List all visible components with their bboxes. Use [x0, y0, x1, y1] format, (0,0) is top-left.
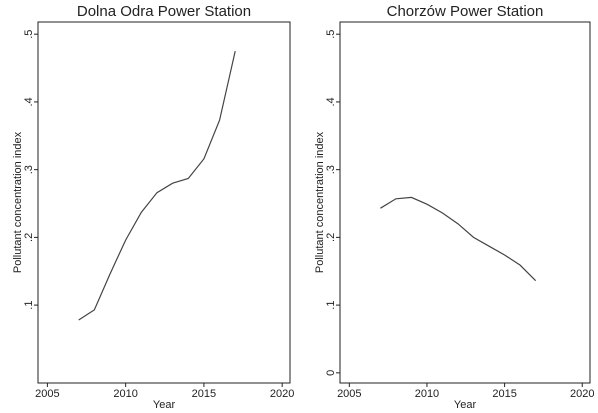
chart-title: Chorzów Power Station: [387, 3, 544, 20]
y-tick-label: .1: [23, 301, 35, 310]
x-tick-label: 2010: [415, 388, 439, 400]
y-axis-label: Pollutant concentration index: [314, 131, 326, 273]
x-tick-label: 2015: [492, 388, 516, 400]
y-tick-label: .1: [325, 301, 337, 310]
plot-frame: [37, 21, 291, 384]
y-tick-label: .2: [325, 233, 337, 242]
line-series: [380, 196, 537, 282]
y-axis-label: Pollutant concentration index: [12, 131, 24, 273]
y-tick-label: .5: [23, 30, 35, 39]
x-tick-label: 2020: [570, 388, 594, 400]
y-tick-label: .4: [325, 97, 337, 106]
x-tick-label: 2020: [270, 388, 294, 400]
y-tick-label: .2: [23, 233, 35, 242]
x-tick-label: 2005: [35, 388, 59, 400]
y-tick-label: .3: [23, 165, 35, 174]
x-tick-label: 2005: [337, 388, 361, 400]
plot-frame: [339, 21, 591, 384]
y-tick-label: .4: [23, 97, 35, 106]
chart-title: Dolna Odra Power Station: [77, 3, 251, 20]
x-tick-label: 2010: [113, 388, 137, 400]
x-axis-label: Year: [153, 399, 176, 411]
y-tick-label: 0: [325, 370, 337, 376]
y-tick-label: .3: [325, 165, 337, 174]
x-tick-label: 2015: [192, 388, 216, 400]
x-axis-label: Year: [454, 399, 477, 411]
y-tick-label: .5: [325, 30, 337, 39]
line-series: [78, 50, 236, 321]
